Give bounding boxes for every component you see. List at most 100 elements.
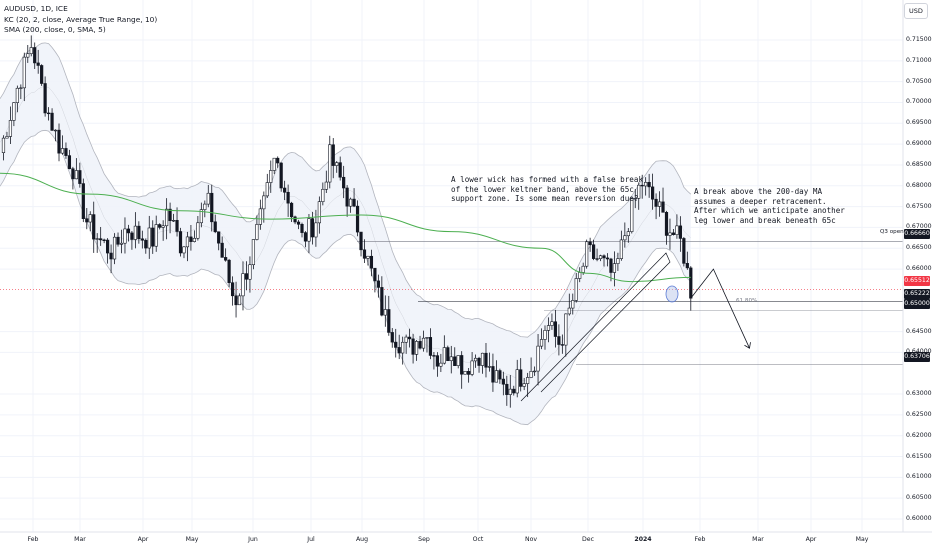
candle-body <box>335 162 339 166</box>
candle-body <box>432 355 436 357</box>
candle-body <box>602 255 606 259</box>
candle-body <box>362 249 367 259</box>
candle-body <box>85 218 89 223</box>
y-tick-label: 0.60500 <box>906 494 932 502</box>
candle-body <box>307 218 311 242</box>
candle-body <box>237 295 242 306</box>
candle-body <box>321 188 325 202</box>
candle-body <box>102 239 106 242</box>
candle-body <box>213 221 217 233</box>
candle-body <box>394 341 398 348</box>
keltner-middle-band <box>0 86 691 382</box>
candle-body <box>630 198 634 232</box>
legend-sma[interactable]: SMA (200, close, 0, SMA, 5) <box>4 25 106 34</box>
candle-body <box>234 295 238 306</box>
candle-body <box>647 182 651 188</box>
fib-618-label: 61.80% <box>736 298 758 304</box>
candle-body <box>487 366 492 368</box>
candle-body <box>498 370 502 380</box>
candle-body <box>29 47 33 55</box>
candle-body <box>689 267 693 299</box>
candle-body <box>36 62 40 66</box>
candle-body <box>591 244 596 259</box>
price-tag: 0.65512 <box>904 276 930 286</box>
currency-button[interactable]: USD <box>904 3 928 19</box>
candle-body <box>296 221 301 225</box>
x-tick-label: Dec <box>582 536 594 543</box>
candle-body <box>425 337 429 339</box>
candle-body <box>119 242 124 245</box>
candle-body <box>99 238 103 241</box>
candle-body <box>616 258 620 264</box>
candle-body <box>439 362 443 367</box>
candle-body <box>595 258 599 260</box>
horizontal-levels <box>0 241 903 365</box>
candle-body <box>123 228 127 244</box>
candle-body <box>199 209 203 224</box>
candle-body <box>501 378 505 385</box>
candle-body <box>508 388 512 395</box>
candle-body <box>147 227 151 249</box>
candle-body <box>64 148 68 156</box>
sma-200-line <box>0 172 691 283</box>
candle-body <box>133 225 137 240</box>
candle-body <box>359 231 363 251</box>
candle-body <box>414 341 419 355</box>
candle-body <box>678 225 682 239</box>
y-tick-label: 0.61500 <box>906 452 932 460</box>
candle-body <box>418 341 422 349</box>
candle-body <box>366 255 370 259</box>
candle-body <box>546 325 551 331</box>
candle-body <box>137 225 141 240</box>
candle-body <box>380 287 384 316</box>
candle-body <box>446 347 450 362</box>
legend-symbol[interactable]: AUDUSD, 1D, ICE <box>4 4 68 13</box>
q3-open-label: Q3 open <box>880 229 904 235</box>
legend-keltner[interactable]: KC (20, 2, close, Average True Range, 10… <box>4 14 158 24</box>
candle-body <box>585 241 589 267</box>
candle-body <box>657 201 662 207</box>
candle-body <box>387 309 391 333</box>
y-tick-label: 0.60000 <box>906 515 932 522</box>
y-tick-label: 0.68500 <box>906 160 932 168</box>
candle-body <box>456 355 460 366</box>
candle-body <box>53 129 58 132</box>
candle-body <box>15 87 19 103</box>
candle-body <box>81 183 85 219</box>
candle-body <box>112 236 117 260</box>
candle-body <box>349 198 353 207</box>
candle-body <box>116 236 120 245</box>
candle-body <box>401 341 405 354</box>
candle-body <box>637 184 641 199</box>
y-tick-label: 0.68000 <box>906 181 932 189</box>
candle-body <box>685 263 689 269</box>
candle-body <box>283 187 287 193</box>
projection-path <box>690 268 750 349</box>
candle-body <box>95 238 99 240</box>
candle-body <box>168 208 172 222</box>
candle-body <box>644 182 648 187</box>
candle-body <box>626 231 630 237</box>
y-tick-label: 0.66000 <box>906 265 932 273</box>
candle-body <box>484 352 488 368</box>
candle-body <box>144 239 148 249</box>
candle-body <box>109 252 113 260</box>
y-tick-label: 0.67000 <box>906 223 932 231</box>
candle-body <box>244 273 249 280</box>
candle-body <box>33 47 37 64</box>
candle-body <box>553 321 558 337</box>
candle-body <box>574 278 578 301</box>
candle-body <box>57 129 61 154</box>
candle-body <box>279 162 283 189</box>
candle-body <box>78 170 82 184</box>
lower-wick-highlight <box>665 285 679 303</box>
candle-body <box>272 157 276 171</box>
candle-body <box>317 201 321 224</box>
candle-body <box>178 231 183 254</box>
candle-body <box>262 195 266 210</box>
candle-body <box>477 357 481 366</box>
candle-body <box>276 157 280 164</box>
candle-body <box>331 144 335 166</box>
candle-body <box>421 337 426 349</box>
